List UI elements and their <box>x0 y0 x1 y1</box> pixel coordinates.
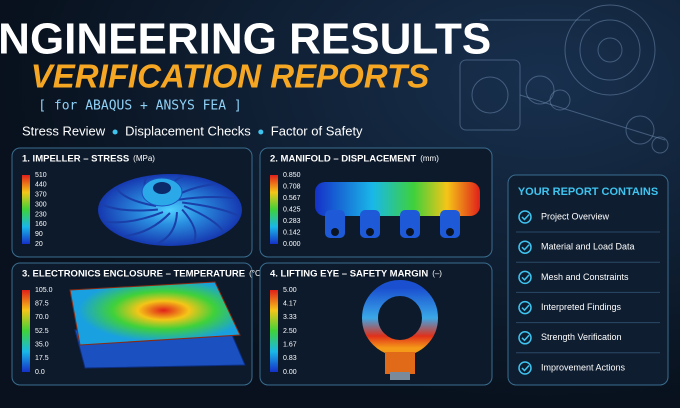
panel-unit: (°C) <box>249 269 264 278</box>
legend-label: 510 <box>35 172 47 179</box>
eye-thread <box>390 372 410 380</box>
legend-label: 370 <box>35 192 47 199</box>
report-item: Strength Verification <box>541 332 622 342</box>
legend-label: 0.142 <box>283 229 301 236</box>
legend-label: 0.00 <box>283 369 297 376</box>
report-title: YOUR REPORT CONTAINS <box>518 186 658 198</box>
eye-shank <box>385 352 415 374</box>
port-hole <box>331 228 339 236</box>
legend-bar <box>270 290 278 372</box>
check-icon <box>518 210 532 224</box>
legend-label: 3.33 <box>283 314 297 321</box>
blueprint-art <box>459 4 669 154</box>
port <box>440 210 460 238</box>
check-icon <box>518 300 532 315</box>
legend-label: 105.0 <box>35 287 53 294</box>
check-mark <box>521 244 530 251</box>
check-mark <box>521 213 530 221</box>
title: ENGINEERING RESULTS <box>0 15 491 64</box>
panel-title: 1. IMPELLER – STRESS <box>22 154 129 165</box>
eye-ring <box>362 280 438 356</box>
subtitle: VERIFICATION REPORTS <box>31 58 429 95</box>
legend-label: 0.000 <box>283 241 301 248</box>
check-icon <box>518 270 532 285</box>
legend-label: 4.17 <box>283 301 297 308</box>
port <box>360 210 380 238</box>
blade <box>124 212 171 237</box>
check-icon <box>518 331 532 345</box>
legend-label: 0.83 <box>283 355 297 362</box>
report-item: Interpreted Findings <box>541 302 622 312</box>
panel: 4. LIFTING EYE – SAFETY MARGIN (–) 5.00 4.1… <box>259 262 493 386</box>
blade <box>181 208 197 243</box>
enclosure <box>69 281 241 346</box>
legend-label: 0.708 <box>283 183 301 190</box>
legend-label: 160 <box>35 221 47 228</box>
legend-label: 0.0 <box>35 369 45 376</box>
legend-label: 2.50 <box>283 328 297 335</box>
legend-label: 0.283 <box>283 218 301 225</box>
blade <box>115 187 157 207</box>
legend-label: 70.0 <box>35 314 49 321</box>
report-item: Material and Load Data <box>541 242 635 252</box>
panel-unit: (MPa) <box>133 154 155 163</box>
report-item: Project Overview <box>541 211 610 221</box>
feature: Factor of Safety <box>271 123 363 138</box>
manifold <box>315 182 480 216</box>
check-icon <box>518 361 532 375</box>
legend-label: 1.67 <box>283 342 297 349</box>
panel-title: 4. LIFTING EYE – SAFETY MARGIN <box>270 269 428 280</box>
panel: 1. IMPELLER – STRESS (MPa) 510 440 370 300 230… <box>11 147 253 258</box>
check-icon <box>518 240 532 254</box>
port <box>400 210 420 238</box>
check-mark <box>521 304 530 312</box>
legend-label: 440 <box>35 182 47 189</box>
bullet <box>258 129 264 135</box>
blade <box>176 195 236 201</box>
legend-label: 35.0 <box>35 342 49 349</box>
legend-label: 20 <box>35 241 43 248</box>
legend-label: 5.00 <box>283 287 297 294</box>
panel-unit: (mm) <box>420 154 439 163</box>
blade <box>100 203 158 212</box>
blade <box>182 201 240 217</box>
legend-bar <box>270 175 278 244</box>
port <box>325 210 345 238</box>
legend-label: 17.5 <box>35 355 49 362</box>
report-box <box>507 174 669 386</box>
check-mark <box>521 364 530 372</box>
legend-bar <box>22 290 30 372</box>
hub-bore <box>153 182 171 194</box>
panel-unit: (–) <box>432 269 442 278</box>
blade <box>104 211 164 224</box>
legend-label: 300 <box>35 201 47 208</box>
legend-label: 87.5 <box>35 301 49 308</box>
feature: Stress Review <box>22 123 106 138</box>
panel: 3. ELECTRONICS ENCLOSURE – TEMPERATURE (°… <box>11 262 264 386</box>
legend-bar <box>22 175 30 244</box>
port-hole <box>366 228 374 236</box>
legend-label: 0.425 <box>283 206 301 213</box>
bullet <box>112 129 118 135</box>
port-hole <box>446 228 454 236</box>
tag: [ for ABAQUS + ANSYS FEA ] <box>38 99 242 114</box>
legend-label: 90 <box>35 231 43 238</box>
legend-label: 0.567 <box>283 195 301 202</box>
legend-label: 230 <box>35 211 47 218</box>
check-mark <box>521 274 530 281</box>
feature: Displacement Checks <box>125 123 251 138</box>
impeller <box>98 174 242 246</box>
blade <box>183 205 225 233</box>
port-hole <box>406 228 414 236</box>
panel-title: 3. ELECTRONICS ENCLOSURE – TEMPERATURE <box>22 269 245 280</box>
check-mark <box>521 334 530 342</box>
panel-title: 2. MANIFOLD – DISPLACEMENT <box>270 154 416 165</box>
legend-label: 0.850 <box>283 172 301 179</box>
report-item: Mesh and Constraints <box>541 272 629 282</box>
report-item: Improvement Actions <box>541 362 626 372</box>
blade <box>157 212 178 245</box>
legend-label: 52.5 <box>35 328 49 335</box>
panel: 2. MANIFOLD – DISPLACEMENT (mm) 0.850 0.708… <box>259 147 493 258</box>
